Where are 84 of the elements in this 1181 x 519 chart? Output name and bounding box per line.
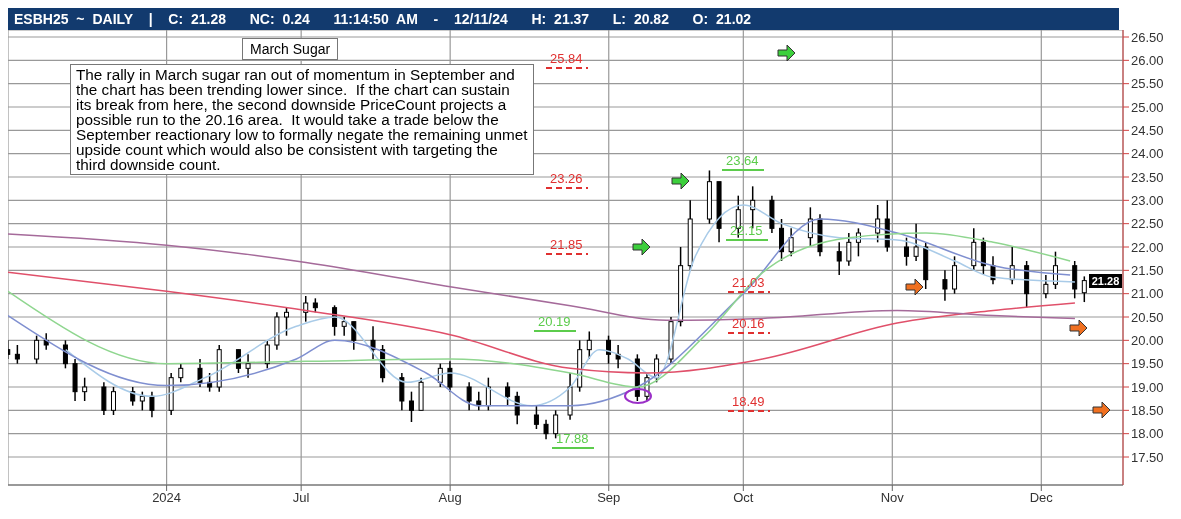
candlestick	[543, 418, 549, 441]
annotation: 25.84	[550, 51, 583, 66]
candlestick	[110, 386, 116, 416]
candlestick	[447, 360, 453, 393]
y-tick-label: 26.50	[1131, 29, 1164, 45]
y-tick-label: 26.00	[1131, 52, 1164, 68]
annotation: The rally in March sugar ran out of momentum in September and the chart has been trending lower since. If the chart can sustain its break from here, the second downside PriceCount projects a possible run to the 20.16 area. It would take a trade below the September reactionary low to formally negate the remaining unmet upside count which would also be consistent with targeting the third downside count.	[70, 64, 534, 175]
candlestick	[466, 381, 472, 412]
y-tick-label: 23.00	[1131, 192, 1164, 208]
y-tick-label: 20.00	[1131, 332, 1164, 348]
candlestick	[149, 390, 155, 419]
candlestick	[980, 236, 986, 276]
y-tick-label: 18.50	[1131, 402, 1164, 418]
candlestick	[341, 316, 347, 337]
x-tick-label: Aug	[438, 490, 462, 506]
candlestick	[476, 390, 482, 412]
candlestick	[34, 334, 40, 365]
y-tick-label: 22.00	[1131, 239, 1164, 255]
y-tick-label: 21.00	[1131, 286, 1164, 302]
candlestick	[990, 255, 996, 286]
y-tick-label: 24.00	[1131, 146, 1164, 162]
line-series	[8, 271, 1076, 374]
candlestick	[514, 390, 520, 426]
candlestick	[942, 269, 948, 302]
candlestick	[303, 295, 309, 323]
y-tick-label: 19.50	[1131, 356, 1164, 372]
candlestick	[408, 390, 414, 423]
y-tick-label: 21.50	[1131, 262, 1164, 278]
candlestick	[370, 325, 376, 360]
candlestick	[1072, 260, 1078, 300]
x-tick-label: 2024	[152, 490, 182, 506]
candlestick	[14, 344, 20, 365]
candlestick	[606, 334, 612, 365]
candlestick	[197, 358, 203, 388]
y-tick-label: 18.00	[1131, 426, 1164, 442]
x-tick-label: Nov	[880, 490, 905, 506]
candlestick	[264, 339, 270, 370]
candlestick	[178, 362, 184, 384]
annotation: 18.49	[732, 394, 765, 409]
x-tick-label: Sep	[597, 490, 621, 506]
candlestick	[130, 386, 136, 407]
y-tick-label: 22.50	[1131, 216, 1164, 232]
x-tick-label: Oct	[733, 490, 754, 506]
text: March Sugar	[242, 38, 339, 60]
candlestick	[82, 376, 88, 402]
candlestick	[101, 381, 107, 416]
y-tick-label: 25.00	[1131, 99, 1164, 115]
candlestick	[351, 320, 357, 351]
candlestick	[903, 236, 909, 267]
candlestick	[1081, 275, 1087, 303]
candlestick	[284, 306, 290, 337]
y-tick-label: 19.00	[1131, 379, 1164, 395]
annotation: 20.19	[538, 314, 571, 329]
candlestick	[245, 353, 251, 379]
candlestick	[62, 339, 68, 370]
y-tick-label: 20.50	[1131, 309, 1164, 325]
chart-title: ESBH25 ~ DAILY | C: 21.28 NC: 0.24 11:14:50 AM - 12/11/24 H: 21.37 L: 20.82 O: 21.02	[8, 8, 1119, 30]
candlestick	[399, 372, 405, 412]
candlestick	[913, 222, 919, 262]
candlestick	[788, 227, 794, 258]
annotation: 21.28	[1091, 275, 1120, 287]
y-tick-label: 17.50	[1131, 449, 1164, 465]
y-tick-label: 24.50	[1131, 122, 1164, 138]
candlestick	[615, 344, 621, 370]
annotation: 21.03	[732, 275, 765, 290]
annotation: 23.26	[550, 171, 583, 186]
candlestick	[875, 204, 881, 244]
candlestick	[971, 227, 977, 272]
candlestick	[952, 255, 958, 295]
candlestick	[553, 409, 559, 440]
annotation: 17.88	[556, 431, 589, 446]
candlestick	[836, 241, 842, 276]
annotation: 20.16	[732, 316, 765, 331]
x-tick-label: Jul	[292, 490, 310, 506]
candlestick	[139, 390, 145, 412]
x-tick-label: Dec	[1029, 490, 1054, 506]
annotation: 23.64	[726, 153, 759, 168]
y-tick-label: 25.50	[1131, 76, 1164, 92]
candlestick	[533, 404, 539, 430]
candlestick	[1043, 274, 1049, 300]
annotation: 21.85	[550, 237, 583, 252]
candlestick	[846, 232, 852, 267]
candlestick	[505, 381, 511, 407]
y-tick-label: 23.50	[1131, 169, 1164, 185]
